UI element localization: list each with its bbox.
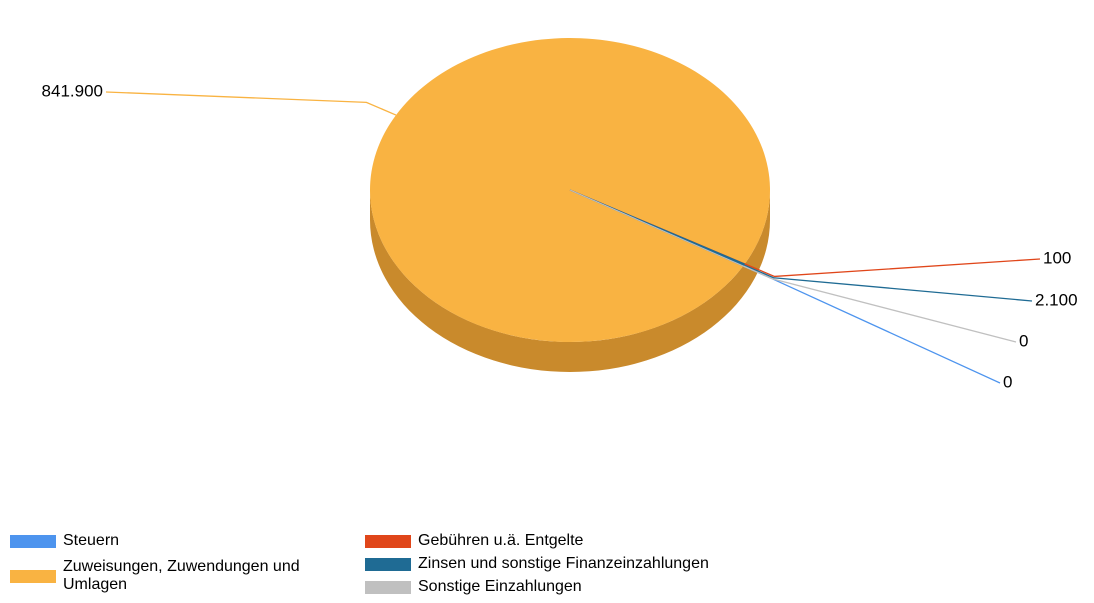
legend: Steuern Zuweisungen, Zuwendungen und Umla… xyxy=(0,524,1094,603)
legend-swatch xyxy=(10,569,56,583)
legend-label: Steuern xyxy=(63,532,120,549)
data-label: 100 xyxy=(1043,248,1071,267)
legend-item: Sonstige Einzahlungen xyxy=(365,578,582,596)
legend-swatch xyxy=(365,557,411,571)
legend-swatch xyxy=(365,580,411,594)
leader-line xyxy=(743,264,1033,302)
leader-line xyxy=(742,265,1017,343)
legend-item: Zuweisungen, Zuwendungen und Umlagen xyxy=(10,558,343,594)
data-label: 0 xyxy=(1019,331,1028,350)
legend-label: Gebühren u.ä. Entgelte xyxy=(418,532,584,549)
pie-slice xyxy=(569,189,744,267)
pie-side xyxy=(370,190,770,372)
legend-swatch xyxy=(365,534,411,548)
legend-swatch xyxy=(10,534,56,548)
legend-item: Zinsen und sonstige Finanzeinzahlungen xyxy=(365,555,709,573)
data-label: 0 xyxy=(1003,372,1012,391)
legend-item: Steuern xyxy=(10,532,119,550)
data-label: 2.100 xyxy=(1035,290,1078,309)
leader-line xyxy=(105,91,397,116)
legend-item: Gebühren u.ä. Entgelte xyxy=(365,532,583,550)
leader-line xyxy=(742,265,1001,384)
legend-label: Zinsen und sonstige Finanzeinzahlungen xyxy=(418,555,709,572)
chart: 0 841.900 100 2.100 0 xyxy=(42,37,1078,391)
data-label: 841.900 xyxy=(42,81,103,100)
leader-line xyxy=(744,258,1041,278)
legend-label: Sonstige Einzahlungen xyxy=(418,578,582,595)
legend-label: Zuweisungen, Zuwendungen und Umlagen xyxy=(63,558,300,593)
